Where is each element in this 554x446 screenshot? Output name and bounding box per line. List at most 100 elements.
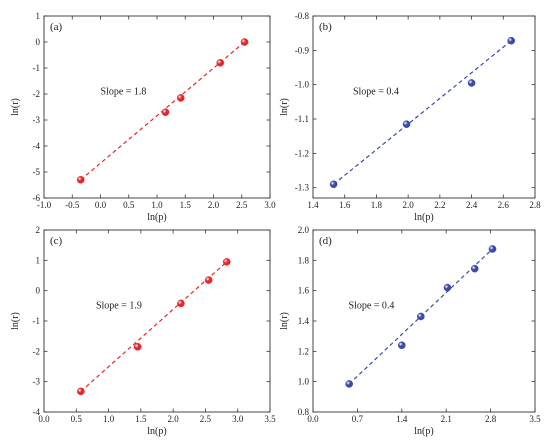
y-tick-label: -1 (33, 63, 41, 73)
y-tick-label: -1.1 (295, 114, 309, 124)
x-axis-label: ln(p) (147, 212, 166, 223)
fit-line (333, 40, 512, 185)
y-tick-label: 1 (36, 255, 41, 265)
data-point (76, 175, 85, 184)
panel-a: -1.0 -0.5 0.0 0.5 1.0 1.5 2.0 2.5 3.0 -6 -5 -4 -3 -2 -… (10, 11, 276, 223)
slope-annotation: Slope = 1.9 (96, 300, 142, 311)
x-tick-label: 0.5 (71, 414, 83, 424)
x-tick-label: 1.8 (371, 200, 383, 210)
x-tick-label: 2.0 (168, 414, 180, 424)
y-tick-label: -1.0 (295, 80, 310, 90)
y-tick-label: 1.6 (298, 286, 310, 296)
slope-annotation: Slope = 0.4 (349, 300, 395, 311)
data-point (467, 79, 476, 87)
x-tick-label: 2.5 (200, 414, 212, 424)
y-tick-label: -3 (33, 377, 41, 387)
slope-annotation: Slope = 0.4 (353, 86, 399, 97)
y-tick-label: 1.4 (298, 316, 310, 326)
x-tick-label: 2.8 (529, 200, 541, 210)
data-point (443, 283, 452, 292)
panel-d: 0.0 0.7 1.4 2.1 2.8 3.5 0.8 1.0 1.2 1.4 1.6 1.8 2.0 l… (279, 225, 541, 437)
x-tick-label: 0.0 (95, 200, 107, 210)
fit-line (80, 261, 228, 392)
data-point (222, 258, 231, 266)
y-tick-label: 2 (36, 225, 41, 235)
plot-frame (43, 15, 271, 199)
data-point (177, 299, 185, 308)
x-tick-label: 3.0 (232, 414, 244, 424)
x-tick-label: 1.5 (135, 414, 147, 424)
data-point (402, 120, 411, 128)
x-axis-label: ln(p) (414, 426, 433, 437)
x-tick-label: 2.0 (403, 200, 415, 210)
y-tick-label: 0.8 (298, 407, 310, 417)
y-tick-label: -1.2 (295, 148, 309, 158)
data-point (417, 312, 425, 321)
y-tick-label: -5 (33, 167, 41, 177)
y-tick-label: -2 (33, 89, 41, 99)
x-tick-label: -0.5 (65, 200, 80, 210)
data-point (204, 276, 213, 284)
x-tick-label: 3.5 (264, 414, 276, 424)
x-tick-label: 0.0 (38, 414, 50, 424)
y-tick-label: 1.0 (298, 377, 310, 387)
y-tick-label: -2 (33, 346, 41, 356)
y-tick-label: 0 (36, 37, 41, 47)
data-point (345, 380, 353, 388)
y-tick-label: -4 (33, 141, 41, 151)
data-point (133, 342, 142, 351)
x-axis-label: ln(p) (147, 426, 166, 437)
y-tick-label: -1 (33, 316, 41, 326)
x-tick-label: -1.0 (37, 200, 52, 210)
data-point (176, 94, 185, 102)
y-axis-label: ln(r) (279, 312, 290, 330)
panel-tag: (c) (50, 235, 63, 247)
panel-tag: (d) (319, 235, 332, 247)
slope-annotation: Slope = 1.8 (101, 86, 147, 97)
y-axis-label: ln(r) (279, 98, 290, 116)
panel-c: 0.0 0.5 1.0 1.5 2.0 2.5 3.0 3.5 -4 -3 -2 -1 0 1 2 ln(p)… (10, 225, 276, 437)
data-point (488, 245, 497, 253)
panel-b: 1.4 1.6 1.8 2.0 2.2 2.4 2.6 2.8 -1.3 -1.2 -1.1 -1.0… (279, 11, 541, 223)
y-tick-label: -0.9 (295, 45, 310, 55)
x-tick-label: 1.4 (396, 414, 408, 424)
y-tick-label: -3 (33, 115, 41, 125)
data-point (77, 387, 85, 396)
plot-frame (312, 15, 536, 199)
panel-tag: (b) (319, 21, 332, 33)
y-tick-label: -6 (33, 193, 41, 203)
y-tick-label: 0 (36, 286, 41, 296)
x-tick-label: 0.0 (307, 414, 319, 424)
x-tick-label: 1.5 (180, 200, 192, 210)
x-axis-label: ln(p) (414, 212, 433, 223)
x-tick-label: 2.1 (441, 414, 452, 424)
x-tick-label: 1.0 (103, 414, 115, 424)
x-tick-label: 2.8 (485, 414, 497, 424)
y-tick-label: 1.8 (298, 255, 310, 265)
x-tick-label: 2.0 (208, 200, 220, 210)
y-tick-label: -4 (33, 407, 41, 417)
x-tick-label: 2.6 (498, 200, 510, 210)
x-tick-label: 2.4 (466, 200, 478, 210)
y-tick-label: 1 (36, 11, 41, 21)
y-tick-label: -1.3 (295, 183, 310, 193)
x-tick-label: 1.6 (339, 200, 351, 210)
y-tick-label: 1.2 (298, 346, 309, 356)
panel-tag: (a) (50, 21, 63, 33)
data-point (329, 180, 338, 189)
x-tick-label: 3.5 (529, 414, 541, 424)
data-point (240, 38, 249, 46)
x-tick-label: 2.5 (236, 200, 248, 210)
x-tick-label: 0.5 (123, 200, 135, 210)
data-point (397, 341, 406, 350)
y-axis-label: ln(r) (10, 312, 21, 330)
data-point (161, 108, 170, 116)
x-tick-label: 3.0 (264, 200, 276, 210)
data-point (216, 59, 225, 67)
data-point (470, 264, 479, 273)
x-tick-label: 0.7 (352, 414, 364, 424)
x-tick-label: 1.4 (307, 200, 319, 210)
y-tick-label: -0.8 (295, 11, 310, 21)
